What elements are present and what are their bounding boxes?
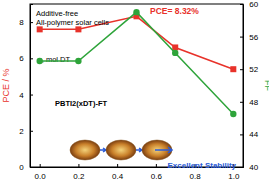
y2-tick-mark	[240, 102, 243, 103]
x-tick: 0.6	[151, 164, 163, 181]
axis-line	[240, 5, 244, 168]
y-tick: 4	[19, 91, 33, 100]
y-tick-label: 2	[19, 127, 24, 136]
y-tick-mark	[30, 58, 33, 59]
y2-tick-mark	[240, 37, 243, 38]
point	[75, 58, 81, 64]
y2-tick-mark	[240, 69, 243, 70]
x-tick-label: 0.0	[35, 172, 47, 181]
point	[172, 44, 178, 50]
afm-image	[70, 140, 100, 160]
x-tick-label: 0.8	[190, 172, 202, 181]
y2-tick: 48	[240, 98, 259, 107]
y-tick: 2	[19, 127, 33, 136]
series-line	[40, 12, 234, 114]
afm-images	[70, 140, 172, 160]
y2-tick-label: 48	[249, 98, 258, 107]
y-tick-mark	[30, 167, 33, 168]
y2-tick: 44	[240, 130, 259, 139]
plot-frame	[30, 4, 243, 167]
x-tick-mark	[78, 164, 79, 167]
point	[75, 26, 81, 32]
x-axis-title: x, mol DT	[38, 55, 71, 64]
point	[133, 9, 139, 15]
y2-tick-mark	[240, 167, 243, 168]
axis-line	[31, 5, 34, 168]
point	[230, 66, 236, 72]
chart: 0.0 0.2 0.4 0.6 0.8 1.0 0 2 4 6 8 40 44 48 52 56 60 PCE /…	[0, 0, 269, 189]
y-tick-mark	[30, 95, 33, 96]
afm-image	[106, 140, 136, 160]
y2-tick-mark	[240, 4, 243, 5]
y-tick: 8	[19, 18, 33, 27]
x-tick-label: 0.2	[73, 172, 85, 181]
point	[37, 26, 43, 32]
afm-image	[142, 140, 172, 160]
y-tick-mark	[30, 131, 33, 132]
point	[36, 58, 42, 64]
y-axis-title: PCE / %	[1, 68, 11, 102]
y2-axis-title: FF	[263, 80, 269, 91]
annotation: All-polymer solar cells	[36, 18, 109, 27]
y-tick-label: 6	[19, 54, 24, 63]
y2-tick: 52	[240, 65, 259, 74]
y2-tick: 40	[240, 163, 259, 172]
x-tick-label: 0.4	[112, 172, 124, 181]
y-tick-label: 0	[19, 163, 24, 172]
arrow	[155, 147, 172, 153]
y-tick-label: 8	[19, 18, 24, 27]
annotation: PCE= 8.32%	[150, 6, 199, 16]
annotation: PBTI2(xDT)-FT	[55, 99, 107, 108]
y-tick: 0	[19, 163, 33, 172]
point	[172, 50, 178, 56]
y2-tick-label: 56	[249, 33, 258, 42]
y-tick-label: 4	[19, 91, 24, 100]
y2-tick: 56	[240, 33, 259, 42]
annotation: Additive-free	[36, 9, 78, 18]
y2-tick-label: 60	[249, 0, 258, 9]
x-tick: 0.0	[35, 164, 47, 181]
x-tick-label: 0.6	[151, 172, 163, 181]
x-tick-mark	[156, 164, 157, 167]
x-tick-mark	[117, 164, 118, 167]
y2-axis: 40 44 48 52 56 60	[240, 0, 259, 172]
arrow	[136, 148, 142, 152]
x-tick-mark	[40, 164, 41, 167]
y2-tick-label: 44	[249, 130, 258, 139]
y-tick-mark	[30, 22, 33, 23]
y2-tick-label: 40	[249, 163, 258, 172]
arrow	[100, 148, 106, 152]
y-tick: 6	[19, 54, 33, 63]
x-tick-label: 1.0	[228, 172, 240, 181]
x-tick: 0.2	[73, 164, 85, 181]
y2-tick-label: 52	[249, 65, 258, 74]
point	[230, 111, 236, 117]
y2-tick: 60	[240, 0, 259, 9]
x-tick: 0.4	[112, 164, 124, 181]
y-axis: 0 2 4 6 8	[19, 5, 33, 173]
y2-tick-mark	[240, 134, 243, 135]
annotation: Excellent Stability	[168, 161, 237, 170]
data-layer	[36, 9, 236, 117]
